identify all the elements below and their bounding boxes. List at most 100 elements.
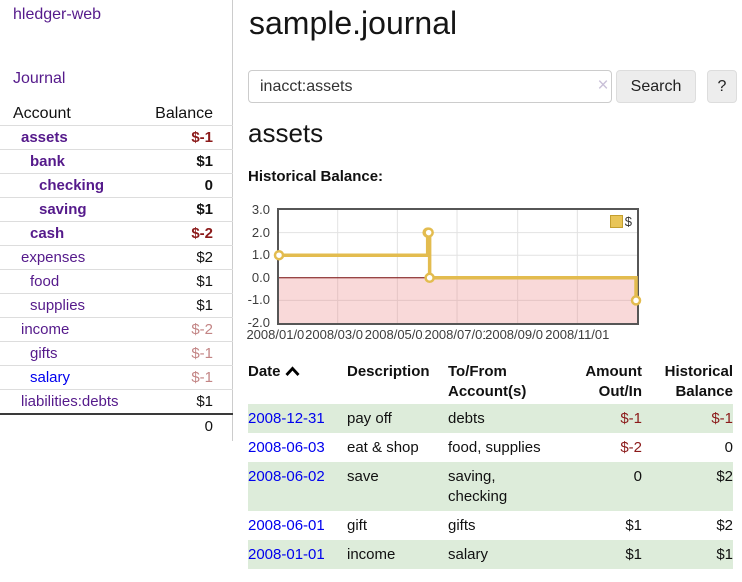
account-link-bank[interactable]: bank (30, 153, 66, 170)
account-balance: $1 (196, 153, 213, 170)
header-date[interactable]: Date (248, 360, 347, 404)
transaction-row: 2008-06-03 eat & shop food, supplies $-2… (248, 433, 733, 462)
account-row: liabilities:debts $1 (0, 389, 233, 415)
transaction-description: income (347, 546, 396, 563)
transaction-amount: $-1 (620, 410, 642, 427)
account-balance: 0 (204, 177, 213, 194)
transaction-amount: $1 (625, 546, 642, 563)
chart-plot-area: $ (273, 208, 642, 325)
account-link-checking[interactable]: checking (39, 177, 105, 194)
transaction-row: 2008-06-01 gift gifts $1 $2 (248, 511, 733, 540)
search-button[interactable]: Search (616, 70, 696, 103)
header-description: Description (347, 363, 430, 380)
account-link-assets[interactable]: assets (21, 129, 68, 146)
transaction-accounts: saving, checking (448, 468, 508, 505)
chart-title: Historical Balance: (248, 168, 384, 185)
account-link-expenses[interactable]: expenses (21, 249, 86, 266)
account-row: checking 0 (0, 173, 233, 198)
x-axis-tick: 2008/03/01 (304, 327, 371, 342)
account-link-gifts[interactable]: gifts (30, 345, 58, 362)
transaction-date-link[interactable]: 2008-06-02 (248, 468, 325, 485)
account-balance: $1 (196, 273, 213, 290)
account-row: income $-2 (0, 317, 233, 342)
account-link-cash[interactable]: cash (30, 225, 65, 242)
x-axis-tick: 2008/11/01 (544, 327, 611, 342)
transaction-date-link[interactable]: 2008-12-31 (248, 410, 325, 427)
x-axis-tick: 2008/01/01 (246, 327, 312, 342)
legend-label: $ (624, 214, 632, 229)
transaction-balance: $2 (716, 468, 733, 485)
x-axis-tick: 2008/09/01 (484, 327, 551, 342)
page-title: sample.journal (249, 5, 458, 41)
transaction-description: pay off (347, 410, 392, 427)
transaction-balance: 0 (724, 439, 733, 456)
transaction-row: 2008-12-31 pay off debts $-1 $-1 (248, 404, 733, 433)
transaction-accounts: debts (448, 410, 485, 427)
account-balance: $1 (196, 393, 213, 410)
y-axis-tick: -1.0 (247, 292, 270, 308)
header-amount: Amount Out/In (585, 363, 642, 400)
transaction-row: 2008-01-01 income salary $1 $1 (248, 540, 733, 569)
account-balance: $-1 (191, 129, 213, 146)
account-link-saving[interactable]: saving (39, 201, 87, 218)
account-row: salary $-1 (0, 365, 233, 390)
account-link-salary[interactable]: salary (30, 369, 71, 386)
account-row: bank $1 (0, 149, 233, 174)
transaction-description: eat & shop (347, 439, 419, 456)
accounts-table-header: Account Balance (0, 102, 233, 126)
transaction-amount: 0 (633, 468, 642, 485)
account-balance: $-2 (191, 321, 213, 338)
transaction-amount: $1 (625, 517, 642, 534)
account-row: expenses $2 (0, 245, 233, 270)
search-input[interactable] (248, 70, 612, 103)
transaction-accounts: gifts (448, 517, 476, 534)
transactions-header: Date Description To/From Account(s) Amou… (248, 360, 733, 404)
app-brand-link[interactable]: hledger-web (13, 6, 102, 23)
y-axis-tick: 1.0 (251, 247, 270, 263)
help-button[interactable]: ? (707, 70, 737, 103)
y-axis-tick: 3.0 (251, 202, 270, 217)
accounts-total-row: 0 (0, 414, 233, 438)
sidebar-item-journal[interactable]: Journal (13, 70, 66, 87)
transaction-date-link[interactable]: 2008-06-01 (248, 517, 325, 534)
header-balance: Historical Balance (664, 363, 733, 400)
accounts-header-balance: Balance (155, 105, 213, 122)
account-row: supplies $1 (0, 293, 233, 318)
x-axis-tick: 2008/05/01 (364, 327, 431, 342)
transactions-table: Date Description To/From Account(s) Amou… (248, 360, 733, 569)
sort-asc-icon (284, 366, 300, 376)
accounts-header-account: Account (13, 105, 71, 122)
account-balance: $-1 (191, 345, 213, 362)
accounts-table: Account Balance assets $-1 bank $1 check… (0, 102, 233, 438)
clear-search-icon[interactable]: × (597, 75, 609, 96)
account-heading: assets (248, 118, 324, 148)
transaction-date-link[interactable]: 2008-01-01 (248, 546, 325, 563)
account-balance: $1 (196, 297, 213, 314)
transaction-accounts: salary (448, 546, 489, 563)
transaction-row: 2008-06-02 save saving, checking 0 $2 (248, 462, 733, 511)
legend-swatch-icon (609, 215, 623, 228)
y-axis-tick: -2.0 (247, 315, 270, 330)
account-row: food $1 (0, 269, 233, 294)
accounts-total-balance: 0 (204, 418, 213, 435)
account-row: saving $1 (0, 197, 233, 222)
x-axis-tick: 2008/07/01 (424, 327, 491, 342)
account-balance: $2 (196, 249, 213, 266)
sidebar: hledger-web Journal Account Balance asse… (0, 0, 233, 441)
account-balance: $-2 (191, 225, 213, 242)
transaction-date-link[interactable]: 2008-06-03 (248, 439, 325, 456)
y-axis-tick: 0.0 (251, 269, 270, 285)
account-link-food[interactable]: food (30, 273, 60, 290)
account-link-supplies[interactable]: supplies (30, 297, 86, 314)
account-balance: $1 (196, 201, 213, 218)
account-row: assets $-1 (0, 125, 233, 150)
transaction-balance: $1 (716, 546, 733, 563)
account-link-liabilities-debts[interactable]: liabilities:debts (21, 393, 119, 410)
account-row: cash $-2 (0, 221, 233, 246)
account-balance: $-1 (191, 369, 213, 386)
account-row: gifts $-1 (0, 341, 233, 366)
transaction-balance: $2 (716, 517, 733, 534)
account-link-income[interactable]: income (21, 321, 70, 338)
transaction-description: save (347, 468, 379, 485)
header-accounts: To/From Account(s) (448, 363, 527, 400)
